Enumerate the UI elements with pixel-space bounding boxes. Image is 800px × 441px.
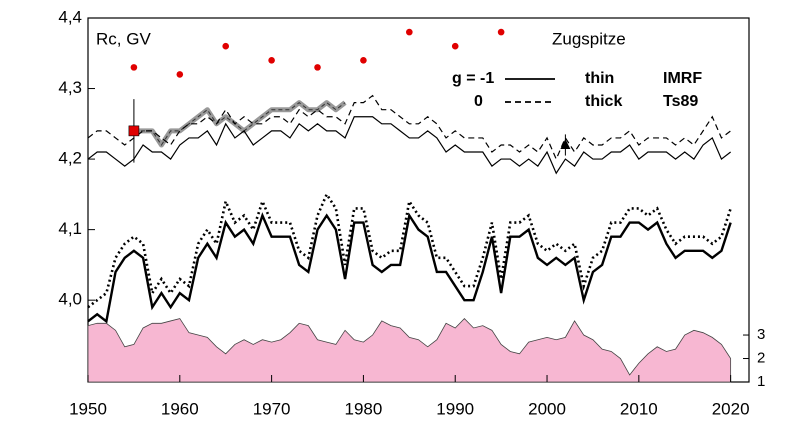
x-tick-label: 1970	[253, 399, 291, 418]
observed-line-core	[133, 102, 346, 146]
zugspitze-point	[406, 28, 413, 36]
zugspitze-point	[268, 57, 275, 64]
zugspitze-point	[130, 64, 138, 71]
y-tick-label: 4,1	[58, 219, 82, 238]
zugspitze-point	[451, 42, 459, 50]
model-line	[87, 116, 732, 175]
y-axis-label: Rc, GV	[96, 29, 151, 48]
y2-tick-label: 2	[757, 349, 765, 366]
legend-label: 0	[474, 93, 483, 110]
y-tick-label: 4,4	[58, 7, 82, 26]
legend-label: Ts89	[663, 93, 698, 110]
model-line	[87, 212, 732, 324]
legend-label: IMRF	[663, 70, 702, 87]
model-line	[87, 94, 732, 161]
model-line	[87, 191, 732, 309]
zugspitze-point	[314, 64, 321, 71]
x-tick-label: 1990	[436, 399, 474, 418]
y2-tick-label: 3	[757, 326, 765, 343]
x-tick-label: 2000	[528, 399, 566, 418]
kp-area	[87, 318, 732, 383]
x-tick-label: 2010	[620, 399, 658, 418]
legend-label: g = -1	[452, 70, 494, 87]
point	[128, 125, 140, 137]
x-tick-label: 1980	[345, 399, 383, 418]
y-tick-label: 4,2	[58, 149, 82, 168]
plot-frame	[87, 17, 750, 383]
zugspitze-point	[222, 42, 230, 50]
x-tick-label: 2020	[712, 399, 750, 418]
legend-label: thick	[585, 93, 622, 110]
y-tick-label: 4,3	[58, 78, 82, 97]
zugspitze-point	[176, 71, 184, 78]
point	[560, 138, 571, 149]
zugspitze-point	[360, 57, 367, 64]
legend-label: thin	[585, 70, 614, 87]
x-tick-label: 1960	[161, 399, 199, 418]
zugspitze-point	[497, 28, 505, 36]
annotation: Zugspitze	[552, 29, 626, 48]
y2-tick-label: 1	[757, 373, 765, 390]
x-tick-label: 1950	[69, 399, 107, 418]
y-tick-label: 4,0	[58, 290, 82, 309]
